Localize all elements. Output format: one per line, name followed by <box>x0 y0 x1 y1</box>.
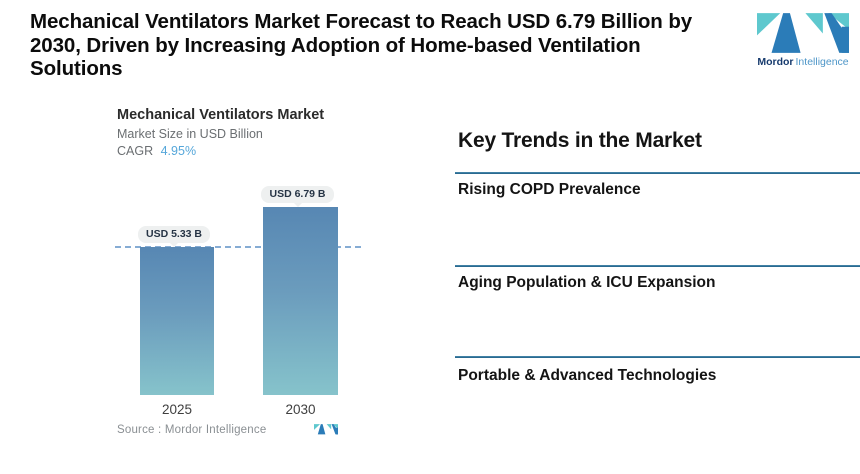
mordor-logo-wordmark: Mordor Intelligence <box>754 56 852 68</box>
trend-divider <box>455 172 860 174</box>
trend-item-aging-icu: Aging Population & ICU Expansion <box>458 274 716 291</box>
trend-item-copd: Rising COPD Prevalence <box>458 181 641 198</box>
trend-divider <box>455 265 860 267</box>
source-text: Source : Mordor Intelligence <box>117 424 267 436</box>
bar-2025 <box>140 247 214 395</box>
value-callout-2030: USD 6.79 B <box>261 186 334 207</box>
chart-subtitle: Market Size in USD Billion <box>117 127 263 141</box>
brand-name-light: Intelligence <box>795 56 849 68</box>
trends-heading: Key Trends in the Market <box>458 129 702 152</box>
brand-name-bold: Mordor <box>757 56 794 68</box>
x-axis-label-2025: 2025 <box>161 402 193 417</box>
page-title: Mechanical Ventilators Market Forecast t… <box>30 10 770 81</box>
source-logo-mark-icon <box>314 424 338 435</box>
reference-line <box>115 246 365 248</box>
cagr-value: 4.95% <box>160 144 197 158</box>
mordor-intelligence-logo: Mordor Intelligence <box>754 13 852 68</box>
page-title-line: 2030, Driven by Increasing Adoption of H… <box>30 33 641 57</box>
value-callout-2025: USD 5.33 B <box>138 226 210 247</box>
x-axis-label-2030: 2030 <box>285 402 316 417</box>
mordor-logo-mark-icon <box>757 13 849 53</box>
page-title-line: Solutions <box>30 57 123 80</box>
trend-item-portable-tech: Portable & Advanced Technologies <box>458 367 717 384</box>
bar-2030 <box>263 207 338 395</box>
chart-title: Mechanical Ventilators Market <box>117 107 325 123</box>
page-title-line: Mechanical Ventilators Market Forecast t… <box>30 10 693 33</box>
trend-divider <box>455 356 860 358</box>
cagr-label: CAGR <box>117 144 154 158</box>
cagr-row: CAGR 4.95% <box>117 144 196 158</box>
